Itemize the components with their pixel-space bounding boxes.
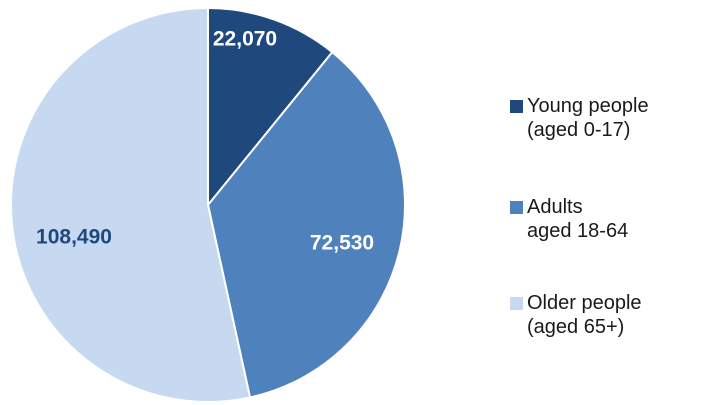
slice-label-adults: 72,530 <box>310 232 374 255</box>
legend-label-adults-line2: aged 18-64 <box>527 220 629 242</box>
legend-item-adults: Adults aged 18-64 <box>510 195 700 243</box>
legend-label-adults-line1: Adults <box>527 196 583 218</box>
legend-label-young-people-line1: Young people <box>527 95 649 117</box>
legend-swatch-adults <box>510 201 523 214</box>
slice-label-young-people: 22,070 <box>213 28 277 51</box>
legend-item-older-people: Older people (aged 65+) <box>510 291 700 339</box>
legend-swatch-young-people <box>510 100 523 113</box>
legend-label-older-people-line1: Older people <box>527 292 642 314</box>
pie-slice-adults <box>207 51 406 399</box>
pie-slice-older-people <box>10 7 251 403</box>
legend-item-young-people: Young people (aged 0-17) <box>510 94 700 142</box>
slice-label-older-people: 108,490 <box>36 226 112 249</box>
pie-slice-young-people <box>207 7 334 206</box>
legend-swatch-older-people <box>510 297 523 310</box>
legend-label-older-people-line2: (aged 65+) <box>527 316 625 338</box>
legend-label-young-people-line2: (aged 0-17) <box>527 119 631 141</box>
